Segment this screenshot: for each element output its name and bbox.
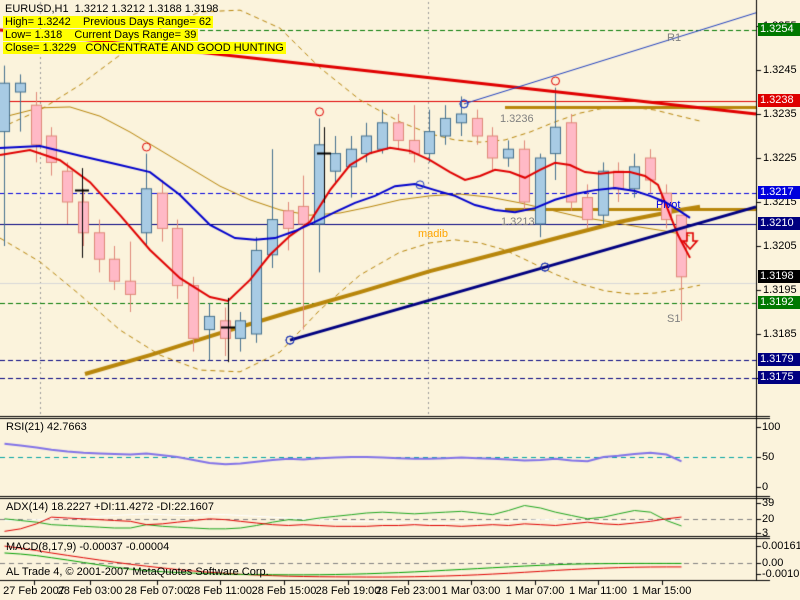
price-axis-tick: 1.3225 — [763, 152, 797, 164]
price-badge: 1.3192 — [758, 296, 800, 310]
indicator-axis-label-rsi: 0 — [762, 481, 769, 493]
price-badge: 1.3198 — [758, 269, 800, 283]
header-comment-line: Close= 1.3229 CONCENTRATE AND GOOD HUNTI… — [3, 42, 286, 54]
label-13213: 1.3213 — [501, 216, 535, 228]
indicator-label-rsi: RSI(21) 42.7663 — [6, 421, 87, 433]
time-axis-label: 1 Mar 15:00 — [632, 585, 692, 597]
label-pivot: Pivot — [656, 199, 681, 211]
indicator-axis-label-rsi: 50 — [762, 451, 775, 463]
copyright-text: AL Trade 4, © 2001-2007 MetaQuotes Softw… — [6, 566, 269, 578]
label-s1: S1 — [667, 313, 681, 325]
time-axis-label: 28 Feb 15:00 — [251, 585, 317, 597]
time-axis-label: 28 Feb 23:00 — [375, 585, 441, 597]
indicator-axis-label-macd: 0.00161 — [762, 540, 800, 552]
header-low-line: Low= 1.318 Current Days Range= 39 — [3, 29, 199, 41]
price-axis-tick: 1.3235 — [763, 108, 797, 120]
time-axis-label: 27 Feb 2007 — [3, 585, 65, 597]
time-axis-label: 1 Mar 07:00 — [505, 585, 565, 597]
price-axis-tick: 1.3245 — [763, 64, 797, 76]
indicator-axis-label-rsi: 100 — [762, 421, 781, 433]
indicator-axis-label-macd: -0.00101 — [762, 567, 800, 580]
indicator-label-macd: MACD(8,17,9) -0.00037 -0.00004 — [6, 541, 170, 553]
price-badge: 1.3179 — [758, 353, 800, 367]
price-badge: 1.3175 — [758, 371, 800, 384]
indicator-label-adx: ADX(14) 18.2227 +DI:11.4272 -DI:22.1607 — [6, 501, 215, 513]
indicator-axis-label-macd: 0.00 — [762, 557, 784, 569]
indicator-axis-label-adx: 20 — [762, 512, 775, 525]
time-axis-label: 28 Feb 19:00 — [315, 585, 381, 597]
time-axis-label: 28 Feb 07:00 — [124, 585, 190, 597]
time-axis-label: 28 Feb 03:00 — [57, 585, 123, 597]
indicator-axis-label-adx: 39 — [762, 497, 775, 509]
price-axis-tick: 1.3205 — [763, 240, 797, 252]
price-badge: 1.3238 — [758, 93, 800, 107]
time-axis-label: 1 Mar 11:00 — [569, 585, 627, 597]
header-high-line: High= 1.3242 Previous Days Range= 62 — [3, 16, 214, 28]
price-axis-tick: 1.3195 — [763, 284, 797, 296]
label-13236: 1.3236 — [500, 113, 534, 125]
indicator-axis-label-adx: 3 — [762, 527, 769, 539]
time-axis-label: 28 Feb 11:00 — [187, 585, 253, 597]
time-axis-label: 1 Mar 03:00 — [441, 585, 501, 597]
price-badge: 1.3217 — [758, 186, 800, 200]
label-r1: R1 — [667, 32, 682, 44]
symbol-ohlc-readout: EURUSD,H1 1.3212 1.3212 1.3188 1.3198 — [5, 3, 219, 15]
price-badge: 1.3210 — [758, 217, 800, 230]
price-badge: 1.3254 — [758, 23, 800, 37]
price-axis-tick: 1.3185 — [763, 328, 797, 340]
label-madib: madib — [418, 228, 448, 240]
